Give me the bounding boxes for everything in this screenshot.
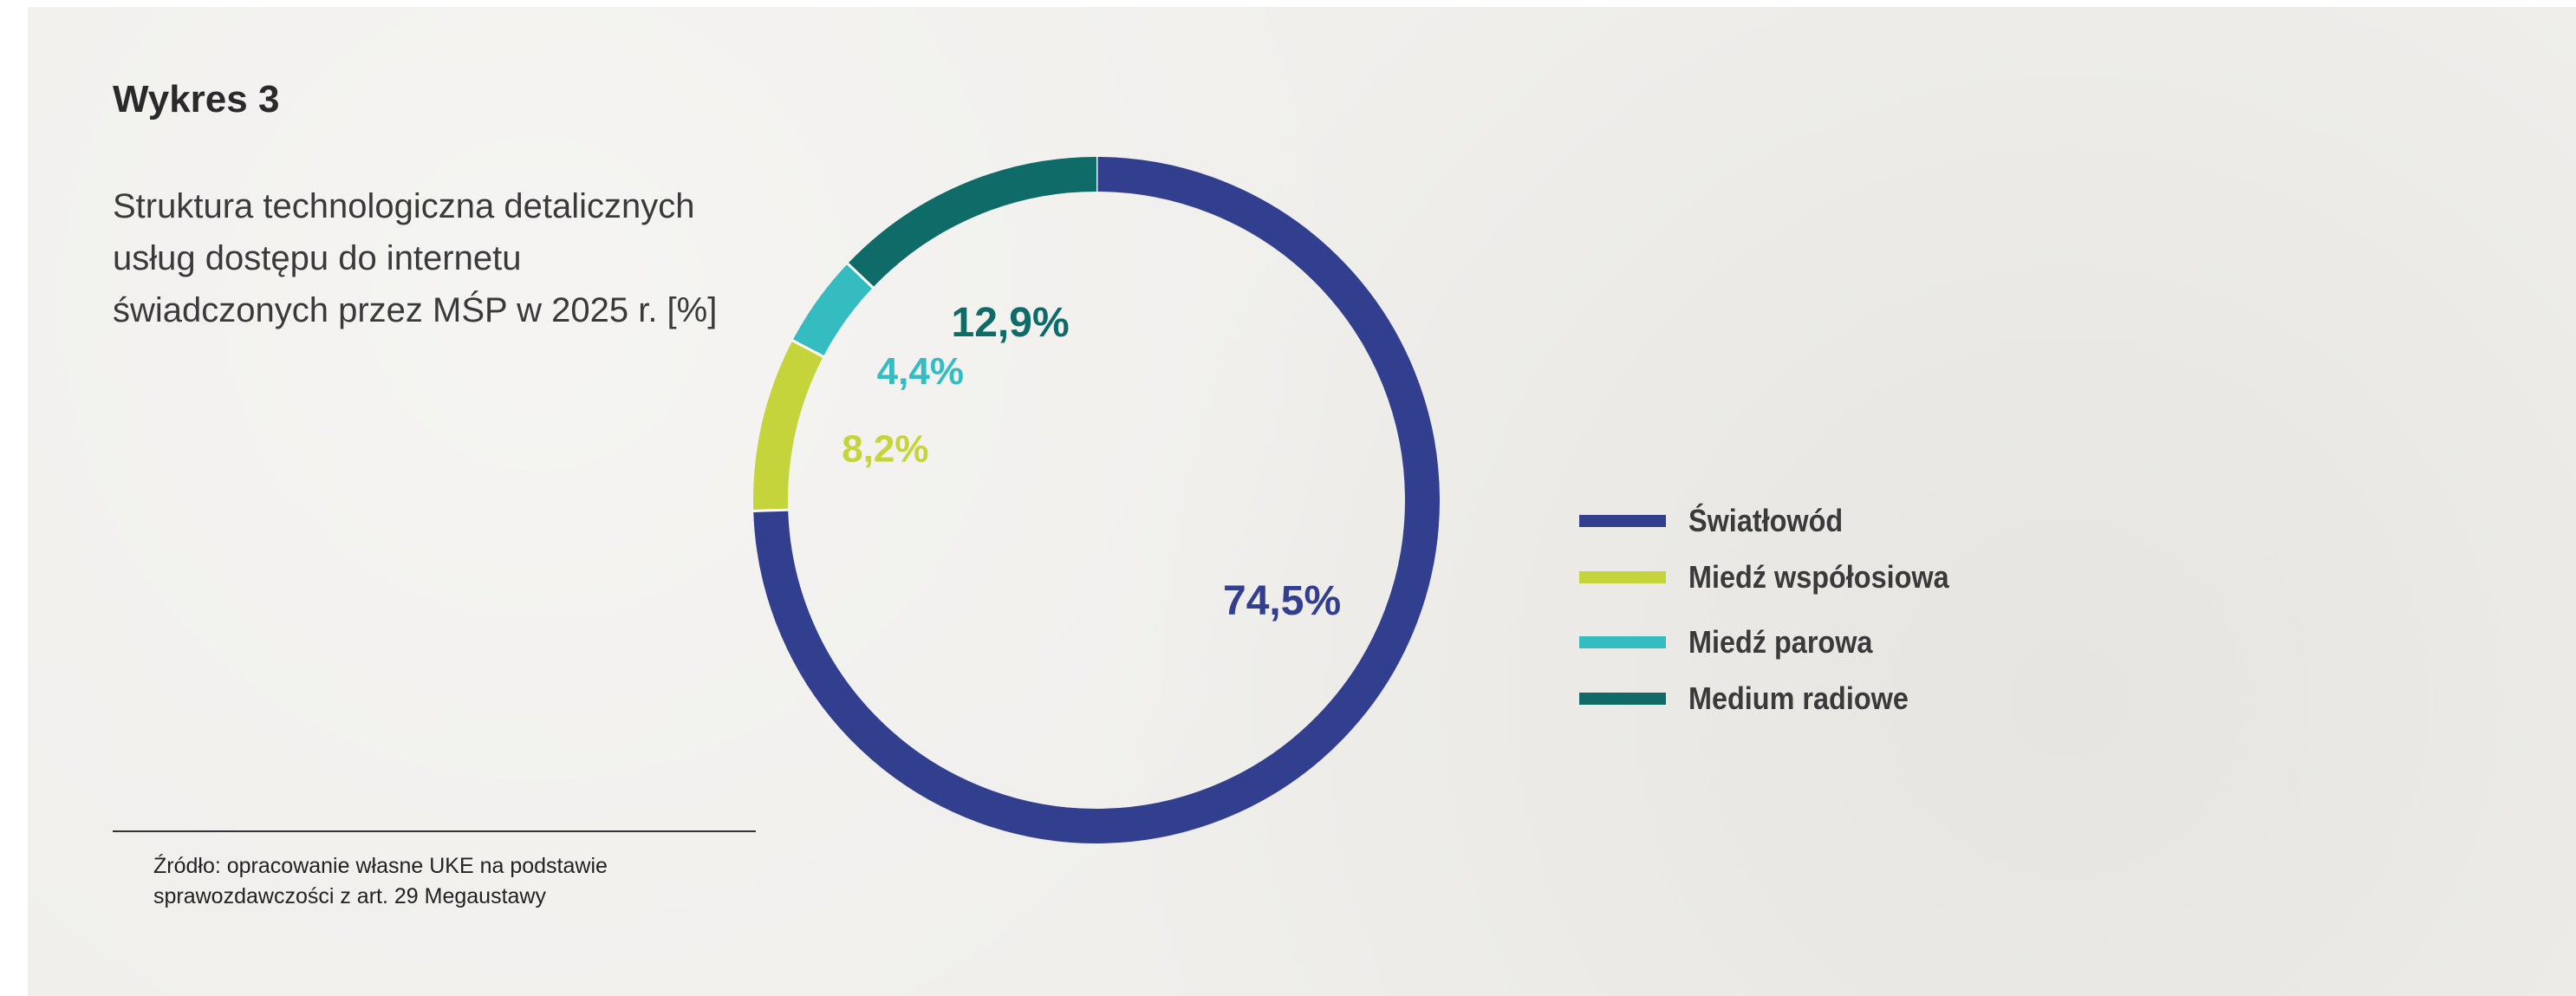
legend-swatch — [1579, 515, 1666, 527]
subtitle-line: usług dostępu do internetu — [113, 239, 522, 277]
source-line: sprawozdawczości z art. 29 Megaustawy — [153, 884, 546, 908]
legend-item-swiatlowod: Światłowód — [1579, 503, 2013, 538]
slice-separator — [846, 262, 875, 290]
chart-title: Wykres 3 — [113, 78, 280, 120]
donut-slice — [753, 157, 1440, 843]
slice-separator — [752, 508, 790, 512]
subtitle-line: Struktura technologiczna detalicznych — [113, 187, 695, 225]
legend-item-medium-radiowe: Medium radiowe — [1579, 680, 2013, 716]
legend-item-miedz-parowa: Miedź parowa — [1579, 624, 2013, 660]
donut-data-label: 12,9% — [952, 300, 1070, 346]
chart-subtitle: Struktura technologiczna detalicznych us… — [113, 180, 771, 336]
source-line: Źródło: opracowanie własne UKE na podsta… — [153, 854, 608, 878]
legend-swatch — [1579, 571, 1666, 583]
donut-data-label: 8,2% — [842, 428, 928, 471]
donut-slice — [792, 264, 874, 357]
donut-data-labels: 74,5% 8,2% 4,4%12,9% — [842, 300, 1341, 624]
legend-label: Miedź współosiowa — [1688, 559, 1949, 595]
donut-data-label: 4,4% — [877, 350, 964, 393]
donut-slices — [752, 156, 1440, 843]
legend-swatch — [1579, 636, 1666, 648]
legend-swatch — [1579, 693, 1666, 705]
legend-item-miedz-wspolosiowa: Miedź współosiowa — [1579, 559, 2013, 595]
legend-label: Światłowód — [1688, 503, 1844, 538]
donut-slice — [848, 157, 1097, 288]
source-divider — [113, 830, 756, 832]
legend-label: Miedź parowa — [1688, 624, 1873, 660]
subtitle-line: świadczonych przez MŚP w 2025 r. [%] — [113, 291, 718, 329]
donut-slice — [753, 340, 823, 511]
donut-data-label: 74,5% — [1223, 578, 1341, 624]
slice-separator — [790, 339, 825, 359]
legend-label: Medium radiowe — [1688, 680, 1909, 716]
source-note: Źródło: opracowanie własne UKE na podsta… — [153, 851, 760, 912]
chart-card: Wykres 3 Struktura technologiczna detali… — [28, 7, 2576, 996]
